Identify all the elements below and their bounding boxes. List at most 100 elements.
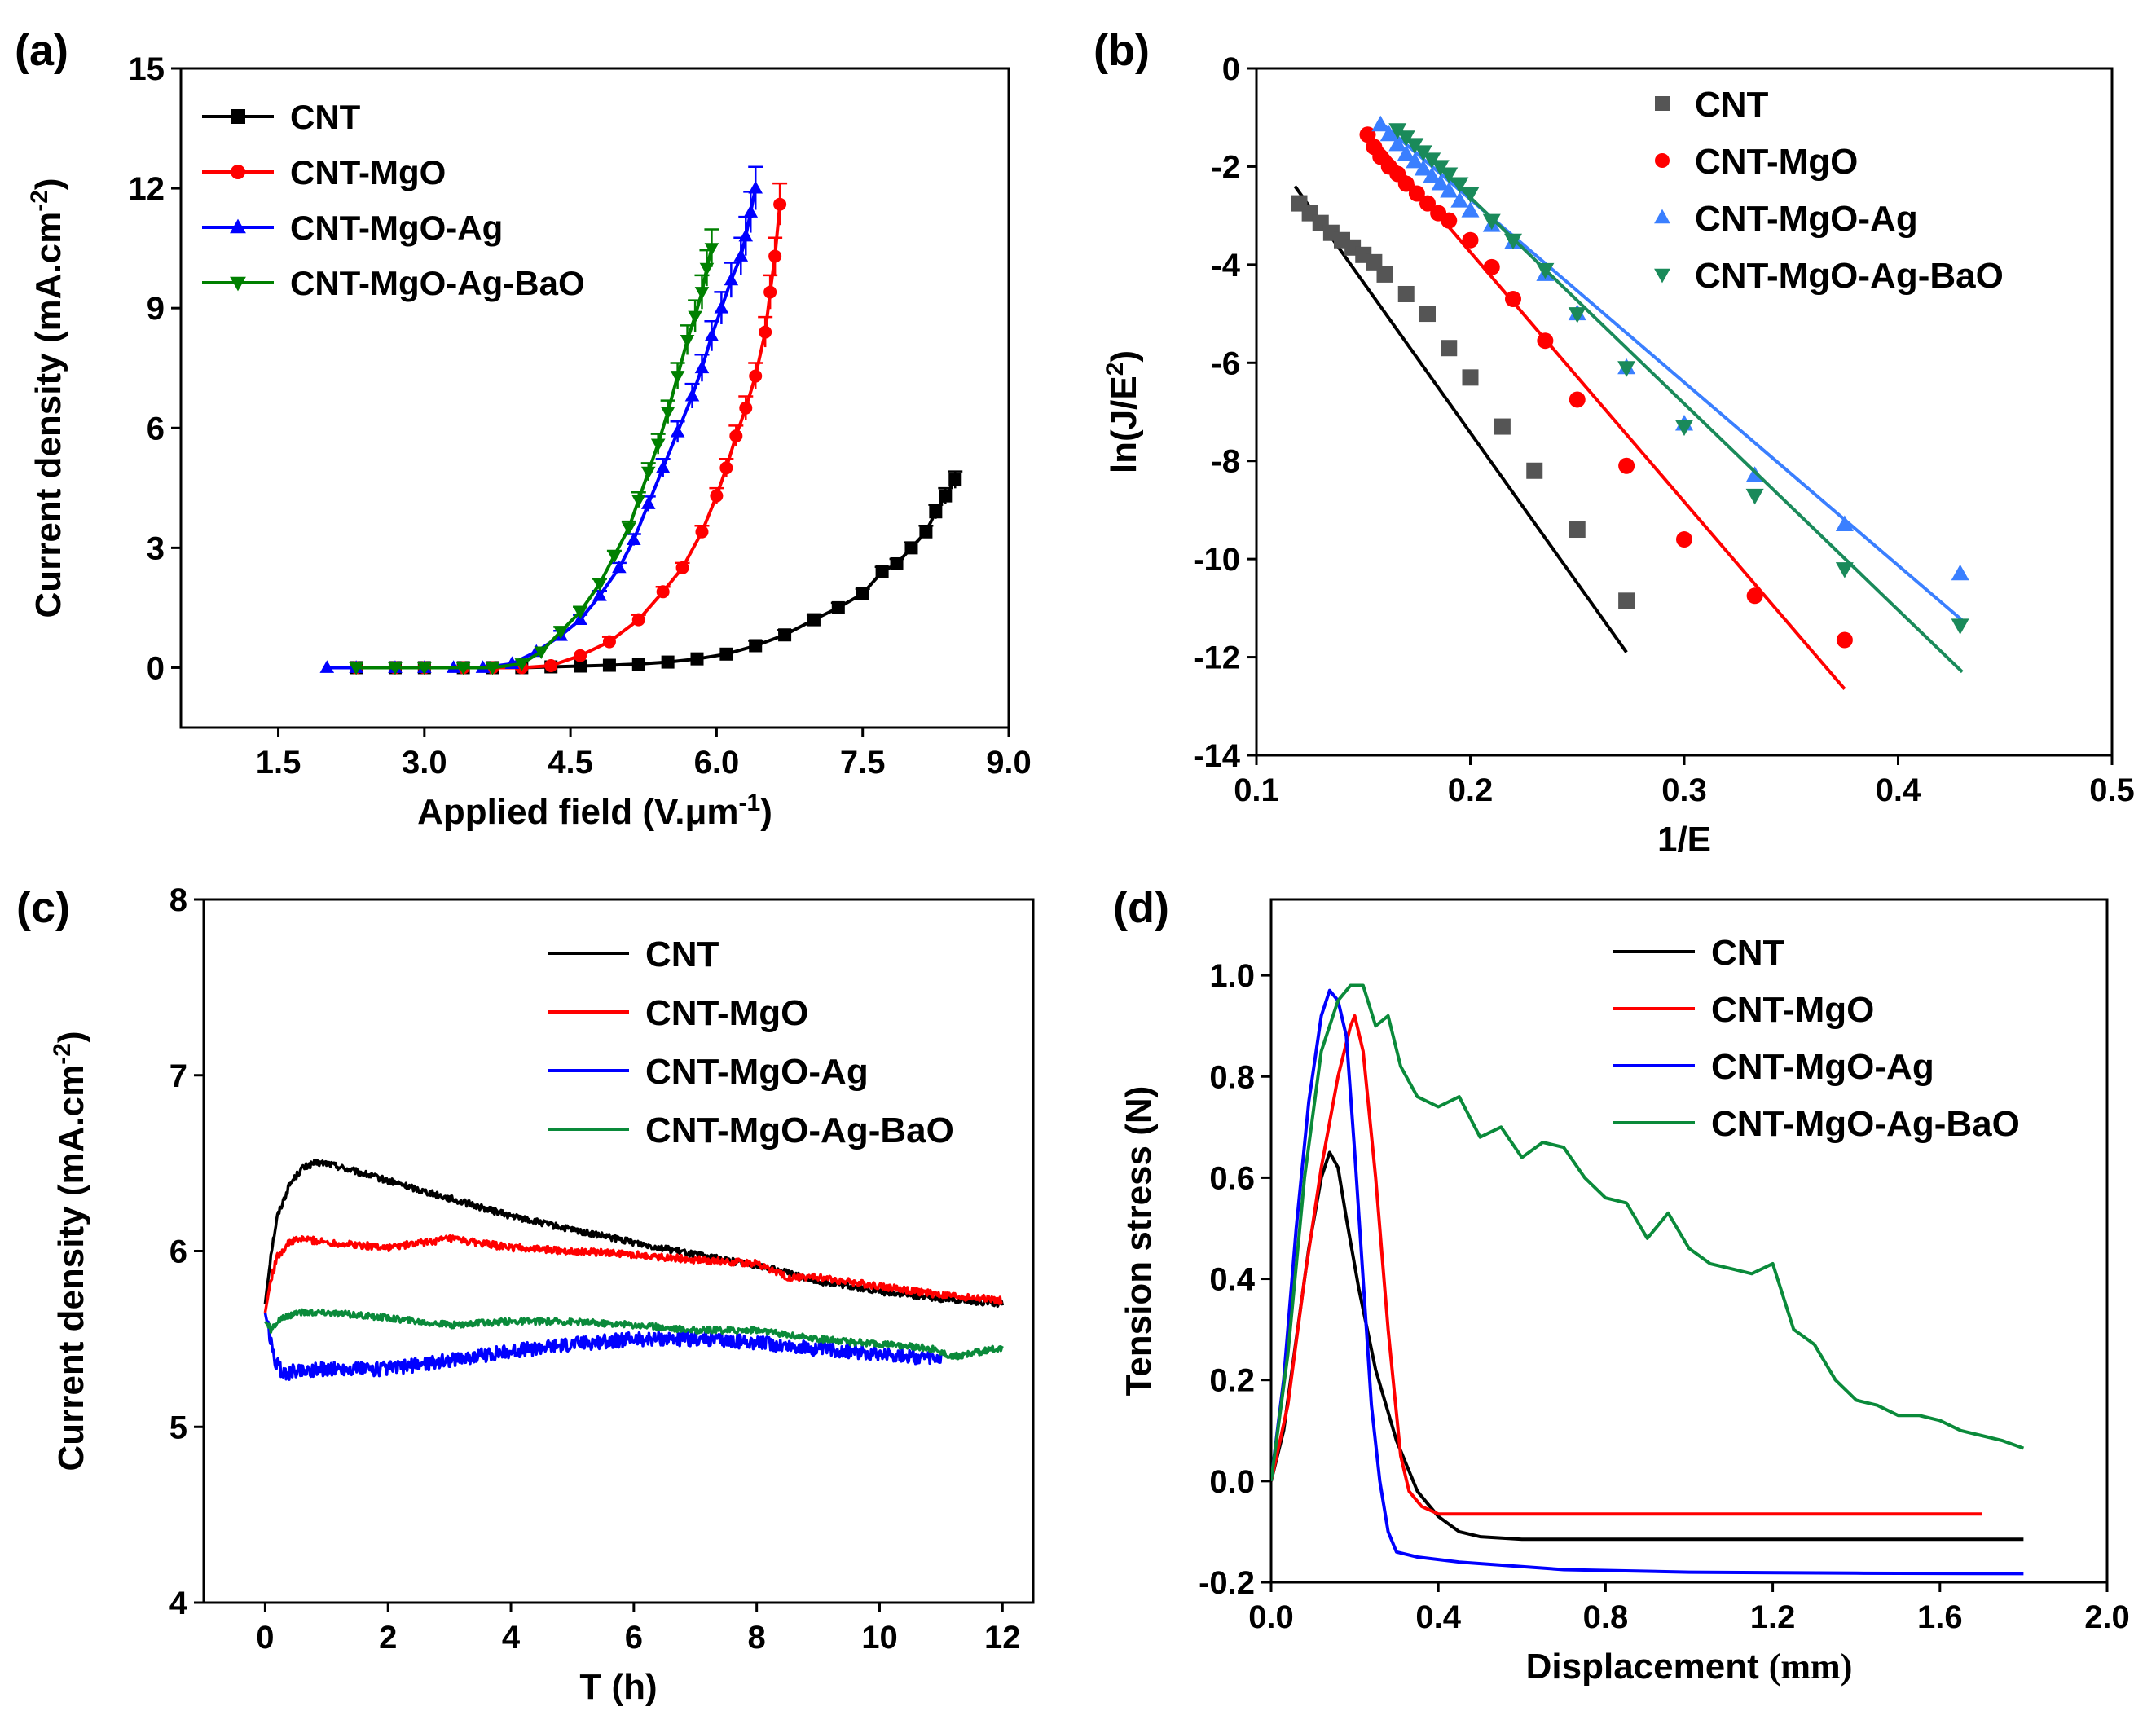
plot-area-d xyxy=(1271,983,2025,1576)
data-point-b-cnt-mgo-15 xyxy=(1618,457,1635,474)
data-point-b-cnt-14 xyxy=(1526,462,1543,479)
x-tick-label-c-3: 6 xyxy=(625,1620,643,1656)
legend-marker-b-cnt-mgo-ag xyxy=(1654,209,1670,224)
series-d-cnt-mgo-ag xyxy=(1271,988,2024,1576)
data-point-b-cnt-mgo-ag-3 xyxy=(1397,144,1415,161)
data-point-a-cnt-mgo-ag-bao-1 xyxy=(388,662,403,675)
data-point-a-cnt-17 xyxy=(856,587,869,600)
x-axis-label-a: Applied field (V.μm-1) xyxy=(417,790,772,833)
x-axis-label-d: Displacement (mm) xyxy=(1526,1647,1853,1687)
x-tick-label-a-5: 9.0 xyxy=(986,745,1032,781)
data-point-a-cnt-mgo-10 xyxy=(656,585,670,599)
y-tick-label-a-2: 6 xyxy=(147,411,165,446)
axes-frame-a xyxy=(179,67,1010,729)
data-point-a-cnt-mgo-13 xyxy=(710,489,724,503)
data-point-a-cnt-mgo-ag-12 xyxy=(627,532,641,545)
data-point-b-cnt-mgo-ag-bao-6 xyxy=(1440,167,1459,183)
panel-c: (c) 0 2 4 6 8 10 12 4 5 6 7 8 T (h) Current density (m… xyxy=(16,882,1035,1707)
data-point-a-cnt-mgo-ag-10 xyxy=(592,588,607,601)
series-line-c-cnt-mgo-ag xyxy=(263,1312,943,1381)
data-point-a-cnt-mgo-ag-bao-17 xyxy=(680,335,695,348)
data-point-b-cnt-mgo-7 xyxy=(1419,195,1436,212)
fit-line-b-cnt xyxy=(1293,185,1628,653)
data-point-b-cnt-mgo-ag-bao-14 xyxy=(1675,420,1693,437)
legend-label-a-cnt-mgo-ag-bao: CNT-MgO-Ag-BaO xyxy=(290,264,585,302)
data-point-a-cnt-16 xyxy=(831,600,845,614)
data-point-b-cnt-11 xyxy=(1441,340,1458,357)
legend-label-d-cnt-mgo-ag-bao: CNT-MgO-Ag-BaO xyxy=(1711,1104,2020,1144)
x-tick-label-d-4: 1.6 xyxy=(1917,1599,1963,1635)
x-tick-label-c-6: 12 xyxy=(984,1620,1021,1656)
series-line-d-cnt-mgo-ag xyxy=(1271,988,2024,1576)
data-point-b-cnt-mgo-ag-19 xyxy=(1951,564,1969,581)
data-point-a-cnt-8 xyxy=(602,658,616,672)
series-c-cnt-mgo-ag-bao xyxy=(263,1308,1004,1361)
data-point-a-cnt-mgo-ag-bao-4 xyxy=(485,662,500,675)
y-tick-label-b-3: -6 xyxy=(1211,345,1240,381)
data-point-b-cnt-mgo-12 xyxy=(1505,291,1521,308)
data-point-b-cnt-mgo-14 xyxy=(1569,391,1586,408)
data-point-b-cnt-mgo-ag-18 xyxy=(1835,515,1854,531)
y-tick-label-a-4: 12 xyxy=(129,171,165,207)
data-point-b-cnt-mgo-ag-0 xyxy=(1371,115,1390,132)
data-point-a-cnt-mgo-15 xyxy=(729,429,743,443)
x-tick-label-b-4: 0.5 xyxy=(2089,772,2135,808)
y-tick-label-c-1: 5 xyxy=(169,1410,187,1445)
data-point-b-cnt-mgo-ag-2 xyxy=(1388,134,1407,152)
panel-label-b: (b) xyxy=(1093,26,1150,75)
data-point-b-cnt-mgo-6 xyxy=(1408,185,1425,202)
data-point-a-cnt-mgo-17 xyxy=(749,369,763,383)
data-point-a-cnt-mgo-ag-bao-19 xyxy=(694,287,710,300)
y-tick-label-d-0: -0.2 xyxy=(1199,1565,1255,1601)
series-line-d-cnt-mgo xyxy=(1271,1014,1982,1516)
data-point-a-cnt-mgo-ag-24 xyxy=(748,180,763,194)
y-tick-label-d-4: 0.6 xyxy=(1209,1160,1255,1196)
y-tick-label-d-6: 1.0 xyxy=(1209,958,1255,994)
x-tick-label-c-2: 4 xyxy=(502,1620,521,1656)
data-point-b-cnt-mgo-13 xyxy=(1537,332,1554,350)
data-point-b-cnt-15 xyxy=(1569,521,1586,539)
data-point-b-cnt-mgo-ag-6 xyxy=(1423,166,1441,183)
legend-d: CNT CNT-MgO CNT-MgO-Ag CNT-MgO-Ag-BaO xyxy=(1613,933,2020,1144)
data-point-a-cnt-mgo-ag-bao-2 xyxy=(417,662,432,675)
legend-label-b-cnt-mgo: CNT-MgO xyxy=(1695,142,1858,182)
legend-marker-a-cnt xyxy=(231,109,245,124)
data-point-a-cnt-9 xyxy=(631,658,645,671)
data-point-b-cnt-mgo-10 xyxy=(1462,231,1479,249)
data-point-a-cnt-mgo-ag-22 xyxy=(738,228,754,242)
data-point-b-cnt-mgo-ag-bao-7 xyxy=(1450,177,1469,194)
data-point-b-cnt-mgo-ag-9 xyxy=(1450,191,1469,208)
data-point-a-cnt-mgo-21 xyxy=(773,197,787,211)
y-tick-label-c-0: 4 xyxy=(169,1586,188,1621)
data-point-a-cnt-mgo-ag-bao-15 xyxy=(660,407,675,420)
data-point-b-cnt-mgo-ag-8 xyxy=(1440,182,1459,198)
legend-label-d-cnt: CNT xyxy=(1711,933,1785,973)
series-line-c-cnt-mgo xyxy=(263,1234,1004,1313)
legend-marker-b-cnt-mgo-ag-bao xyxy=(1654,268,1670,284)
data-point-b-cnt-8 xyxy=(1376,266,1393,283)
x-tick-label-d-3: 1.2 xyxy=(1750,1599,1796,1635)
series-c-cnt-mgo-ag xyxy=(263,1312,943,1381)
data-point-b-cnt-10 xyxy=(1419,306,1436,323)
x-tick-label-d-2: 0.8 xyxy=(1583,1599,1629,1635)
y-tick-label-c-2: 6 xyxy=(169,1234,187,1270)
y-tick-label-a-1: 3 xyxy=(147,530,165,566)
data-point-a-cnt-mgo-ag-bao-11 xyxy=(622,522,636,536)
series-b-cnt-mgo-ag-bao xyxy=(1388,123,1969,674)
x-tick-label-a-0: 1.5 xyxy=(256,745,301,781)
legend-marker-a-cnt-mgo-ag xyxy=(230,218,246,234)
data-point-a-cnt-mgo-8 xyxy=(602,635,616,649)
data-point-b-cnt-mgo-18 xyxy=(1836,631,1853,649)
data-point-a-cnt-23 xyxy=(939,489,953,503)
plot-area-b xyxy=(1291,115,1969,691)
series-c-cnt xyxy=(263,1159,1005,1309)
data-point-b-cnt-mgo-ag-1 xyxy=(1379,125,1398,142)
data-point-b-cnt-mgo-ag-bao-15 xyxy=(1745,488,1764,505)
series-a-cnt-mgo xyxy=(350,182,788,675)
x-axis-label-b: 1/E xyxy=(1657,820,1711,860)
legend-marker-b-cnt-mgo xyxy=(1655,153,1670,168)
series-line-d-cnt-mgo-ag-bao xyxy=(1271,983,2025,1482)
legend-label-c-cnt-mgo-ag: CNT-MgO-Ag xyxy=(645,1052,869,1092)
panel-a: (a) 1.5 3.0 4.5 6.0 7.5 9.0 0 3 6 9 12 15 Applied fie… xyxy=(15,26,1032,832)
y-tick-label-b-7: -14 xyxy=(1193,738,1241,774)
